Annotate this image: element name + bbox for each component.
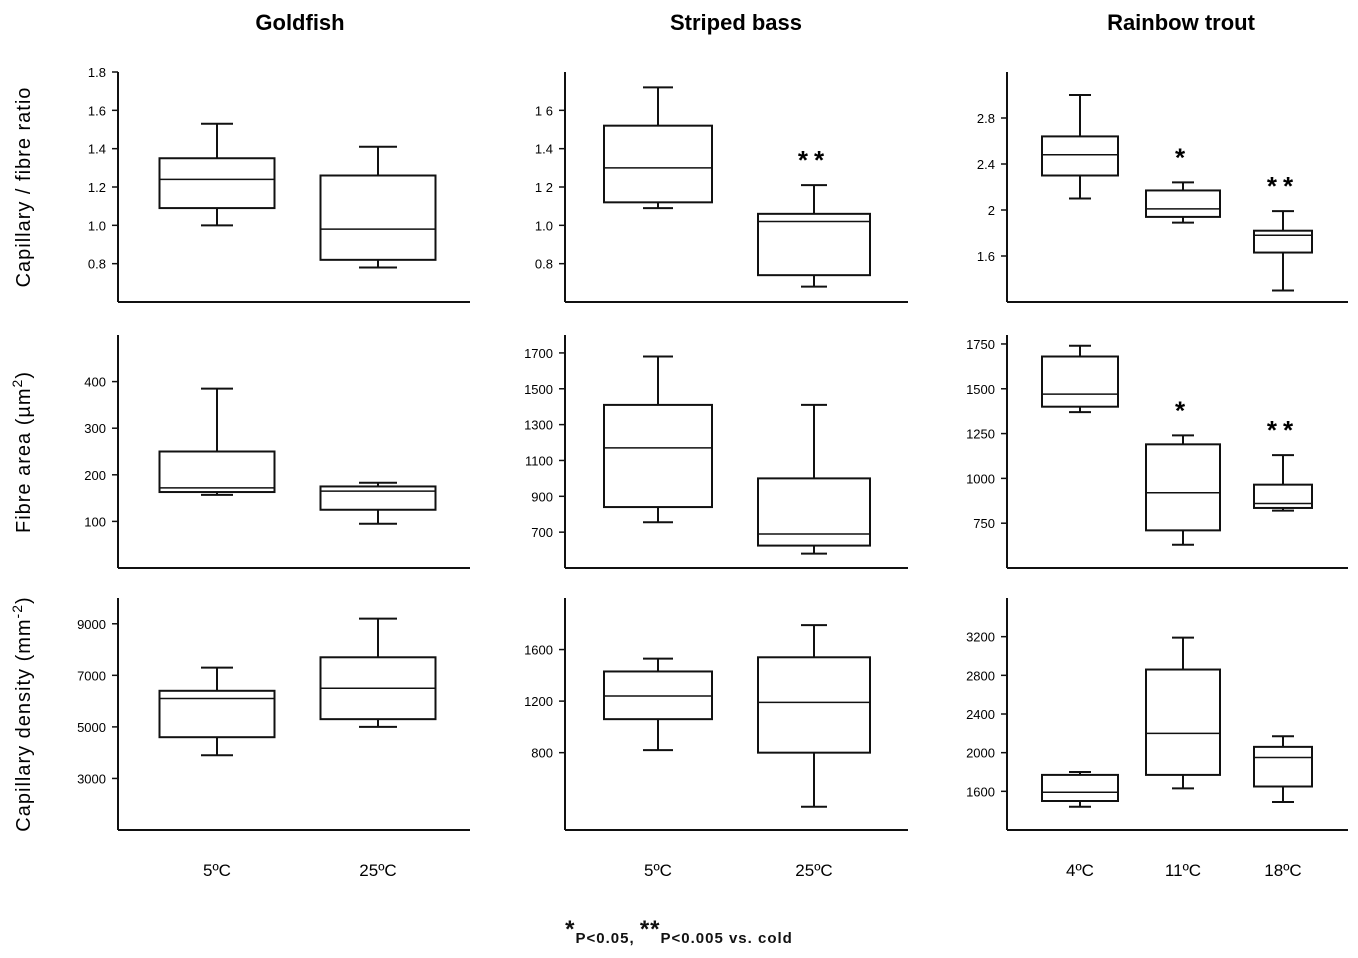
goldfish-capillary-fibre-ratio-tick-label: 1.2 [88, 180, 106, 195]
striped-bass-category-label-5-c: 5ºC [644, 861, 672, 880]
striped-bass-capillary-fibre-ratio-tick-label: 1.0 [535, 218, 553, 233]
rainbow-trout-capillary-density-box-4-c-interquartile-box [1041, 773, 1119, 803]
rainbow-trout-fibre-area-box-18-c-interquartile-box [1253, 483, 1313, 509]
footnote-star-double: ** [639, 916, 661, 943]
goldfish-fibre-area-tick-label: 100 [84, 514, 106, 529]
goldfish-capillary-fibre-ratio-box-5-c-interquartile-box [158, 157, 276, 210]
striped-bass-fibre-area-box-5-c-interquartile-box [603, 403, 713, 509]
rainbow-trout-fibre-area-tick-label: 1000 [966, 471, 995, 486]
goldfish-capillary-fibre-ratio-tick-label: 1.6 [88, 103, 106, 118]
rainbow-trout-capillary-fibre-ratio-box-11-c-significance-marker: * [1175, 142, 1191, 172]
rainbow-trout-capillary-density-box-11-c-interquartile-box [1145, 668, 1221, 776]
goldfish-capillary-fibre-ratio-tick-label: 1.0 [88, 218, 106, 233]
rainbow-trout-capillary-fibre-ratio-box-4-c-interquartile-box [1041, 135, 1119, 177]
goldfish-fibre-area-tick-label: 400 [84, 375, 106, 390]
striped-bass-fibre-area-tick-label: 900 [531, 489, 553, 504]
striped-bass-capillary-density-tick-label: 1200 [524, 694, 553, 709]
rainbow-trout-fibre-area-tick-label: 1250 [966, 427, 995, 442]
striped-bass-capillary-fibre-ratio-tick-label: 1 2 [535, 180, 553, 195]
goldfish-fibre-area-box-25-c-interquartile-box [319, 485, 437, 511]
rainbow-trout-capillary-density-tick-label: 2000 [966, 746, 995, 761]
rainbow-trout-fibre-area-tick-label: 1500 [966, 382, 995, 397]
goldfish-capillary-density-tick-label: 7000 [77, 668, 106, 683]
striped-bass-capillary-fibre-ratio-tick-label: 0.8 [535, 257, 553, 272]
column-title-striped-bass: Striped bass [670, 10, 802, 35]
goldfish-category-label-5-c: 5ºC [203, 861, 231, 880]
striped-bass-fibre-area-tick-label: 1700 [524, 346, 553, 361]
striped-bass-fibre-area-tick-label: 1300 [524, 418, 553, 433]
goldfish-capillary-fibre-ratio-tick-label: 0.8 [88, 257, 106, 272]
goldfish-capillary-fibre-ratio-tick-label: 1.4 [88, 142, 106, 157]
rainbow-trout-capillary-fibre-ratio-tick-label: 1.6 [977, 249, 995, 264]
striped-bass-capillary-fibre-ratio-box-25-c-significance-marker: ** [798, 145, 830, 175]
goldfish-fibre-area-tick-label: 300 [84, 421, 106, 436]
y-axis-label-row-2: Fibre area (µm2) [9, 371, 35, 533]
rainbow-trout-capillary-density-tick-label: 2800 [966, 668, 995, 683]
rainbow-trout-capillary-fibre-ratio-box-11-c-interquartile-box [1145, 189, 1221, 218]
rainbow-trout-capillary-density-tick-label: 3200 [966, 630, 995, 645]
column-title-rainbow-trout: Rainbow trout [1107, 10, 1256, 35]
goldfish-capillary-fibre-ratio-tick-label: 1.8 [88, 65, 106, 80]
rainbow-trout-capillary-density-tick-label: 1600 [966, 784, 995, 799]
rainbow-trout-capillary-fibre-ratio-tick-label: 2.4 [977, 157, 995, 172]
rainbow-trout-capillary-fibre-ratio-box-18-c-interquartile-box [1253, 229, 1313, 254]
rainbow-trout-category-label-4-c: 4ºC [1066, 861, 1094, 880]
goldfish-capillary-density-tick-label: 3000 [77, 771, 106, 786]
rainbow-trout-fibre-area-box-4-c-interquartile-box [1041, 355, 1119, 408]
striped-bass-capillary-fibre-ratio-tick-label: 1.4 [535, 142, 553, 157]
rainbow-trout-fibre-area-box-11-c-interquartile-box [1145, 443, 1221, 532]
rainbow-trout-capillary-density-tick-label: 2400 [966, 707, 995, 722]
goldfish-fibre-area-box-5-c-interquartile-box [158, 450, 276, 494]
column-title-goldfish: Goldfish [255, 10, 344, 35]
rainbow-trout-category-label-18-c: 18ºC [1264, 861, 1301, 880]
rainbow-trout-category-label-11-c: 11ºC [1165, 861, 1201, 880]
rainbow-trout-fibre-area-tick-label: 1750 [966, 337, 995, 352]
goldfish-capillary-density-box-5-c-interquartile-box [158, 689, 276, 739]
striped-bass-capillary-density-tick-label: 800 [531, 746, 553, 761]
y-axis-label-row-3: Capillary density (mm-2) [9, 596, 35, 831]
rainbow-trout-fibre-area-box-11-c-significance-marker: * [1175, 395, 1191, 425]
rainbow-trout-fibre-area-tick-label: 750 [973, 516, 995, 531]
striped-bass-capillary-density-box-25-c-interquartile-box [757, 656, 871, 754]
rainbow-trout-capillary-density-box-18-c-interquartile-box [1253, 745, 1313, 788]
rainbow-trout-capillary-fibre-ratio-box-18-c-significance-marker: ** [1267, 171, 1299, 201]
goldfish-capillary-density-tick-label: 5000 [77, 720, 106, 735]
significance-footnote: *P<0.05, **P<0.005 vs. cold [0, 916, 1358, 950]
striped-bass-capillary-fibre-ratio-box-5-c-interquartile-box [603, 124, 713, 204]
rainbow-trout-fibre-area-box-18-c-significance-marker: ** [1267, 415, 1299, 445]
footnote-text-p005: P<0.05, [575, 930, 640, 947]
footnote-text-p0005: P<0.005 vs. cold [660, 930, 793, 947]
striped-bass-capillary-fibre-ratio-tick-label: 1 6 [535, 103, 553, 118]
goldfish-capillary-fibre-ratio-box-25-c-interquartile-box [319, 174, 437, 261]
goldfish-fibre-area-tick-label: 200 [84, 468, 106, 483]
striped-bass-fibre-area-tick-label: 1500 [524, 382, 553, 397]
rainbow-trout-capillary-fibre-ratio-tick-label: 2.8 [977, 111, 995, 126]
striped-bass-fibre-area-tick-label: 700 [531, 525, 553, 540]
goldfish-category-label-25-c: 25ºC [359, 861, 396, 880]
striped-bass-capillary-fibre-ratio-box-25-c-interquartile-box [757, 212, 871, 277]
striped-bass-fibre-area-box-25-c-interquartile-box [757, 477, 871, 547]
footnote-star-single: * [565, 916, 576, 943]
y-axis-label-row-1: Capillary / fibre ratio [13, 87, 35, 288]
striped-bass-capillary-density-tick-label: 1600 [524, 643, 553, 658]
striped-bass-fibre-area-tick-label: 1100 [525, 453, 553, 468]
goldfish-capillary-density-tick-label: 9000 [77, 617, 106, 632]
rainbow-trout-capillary-fibre-ratio-tick-label: 2 [988, 203, 995, 218]
striped-bass-category-label-25-c: 25ºC [795, 861, 832, 880]
